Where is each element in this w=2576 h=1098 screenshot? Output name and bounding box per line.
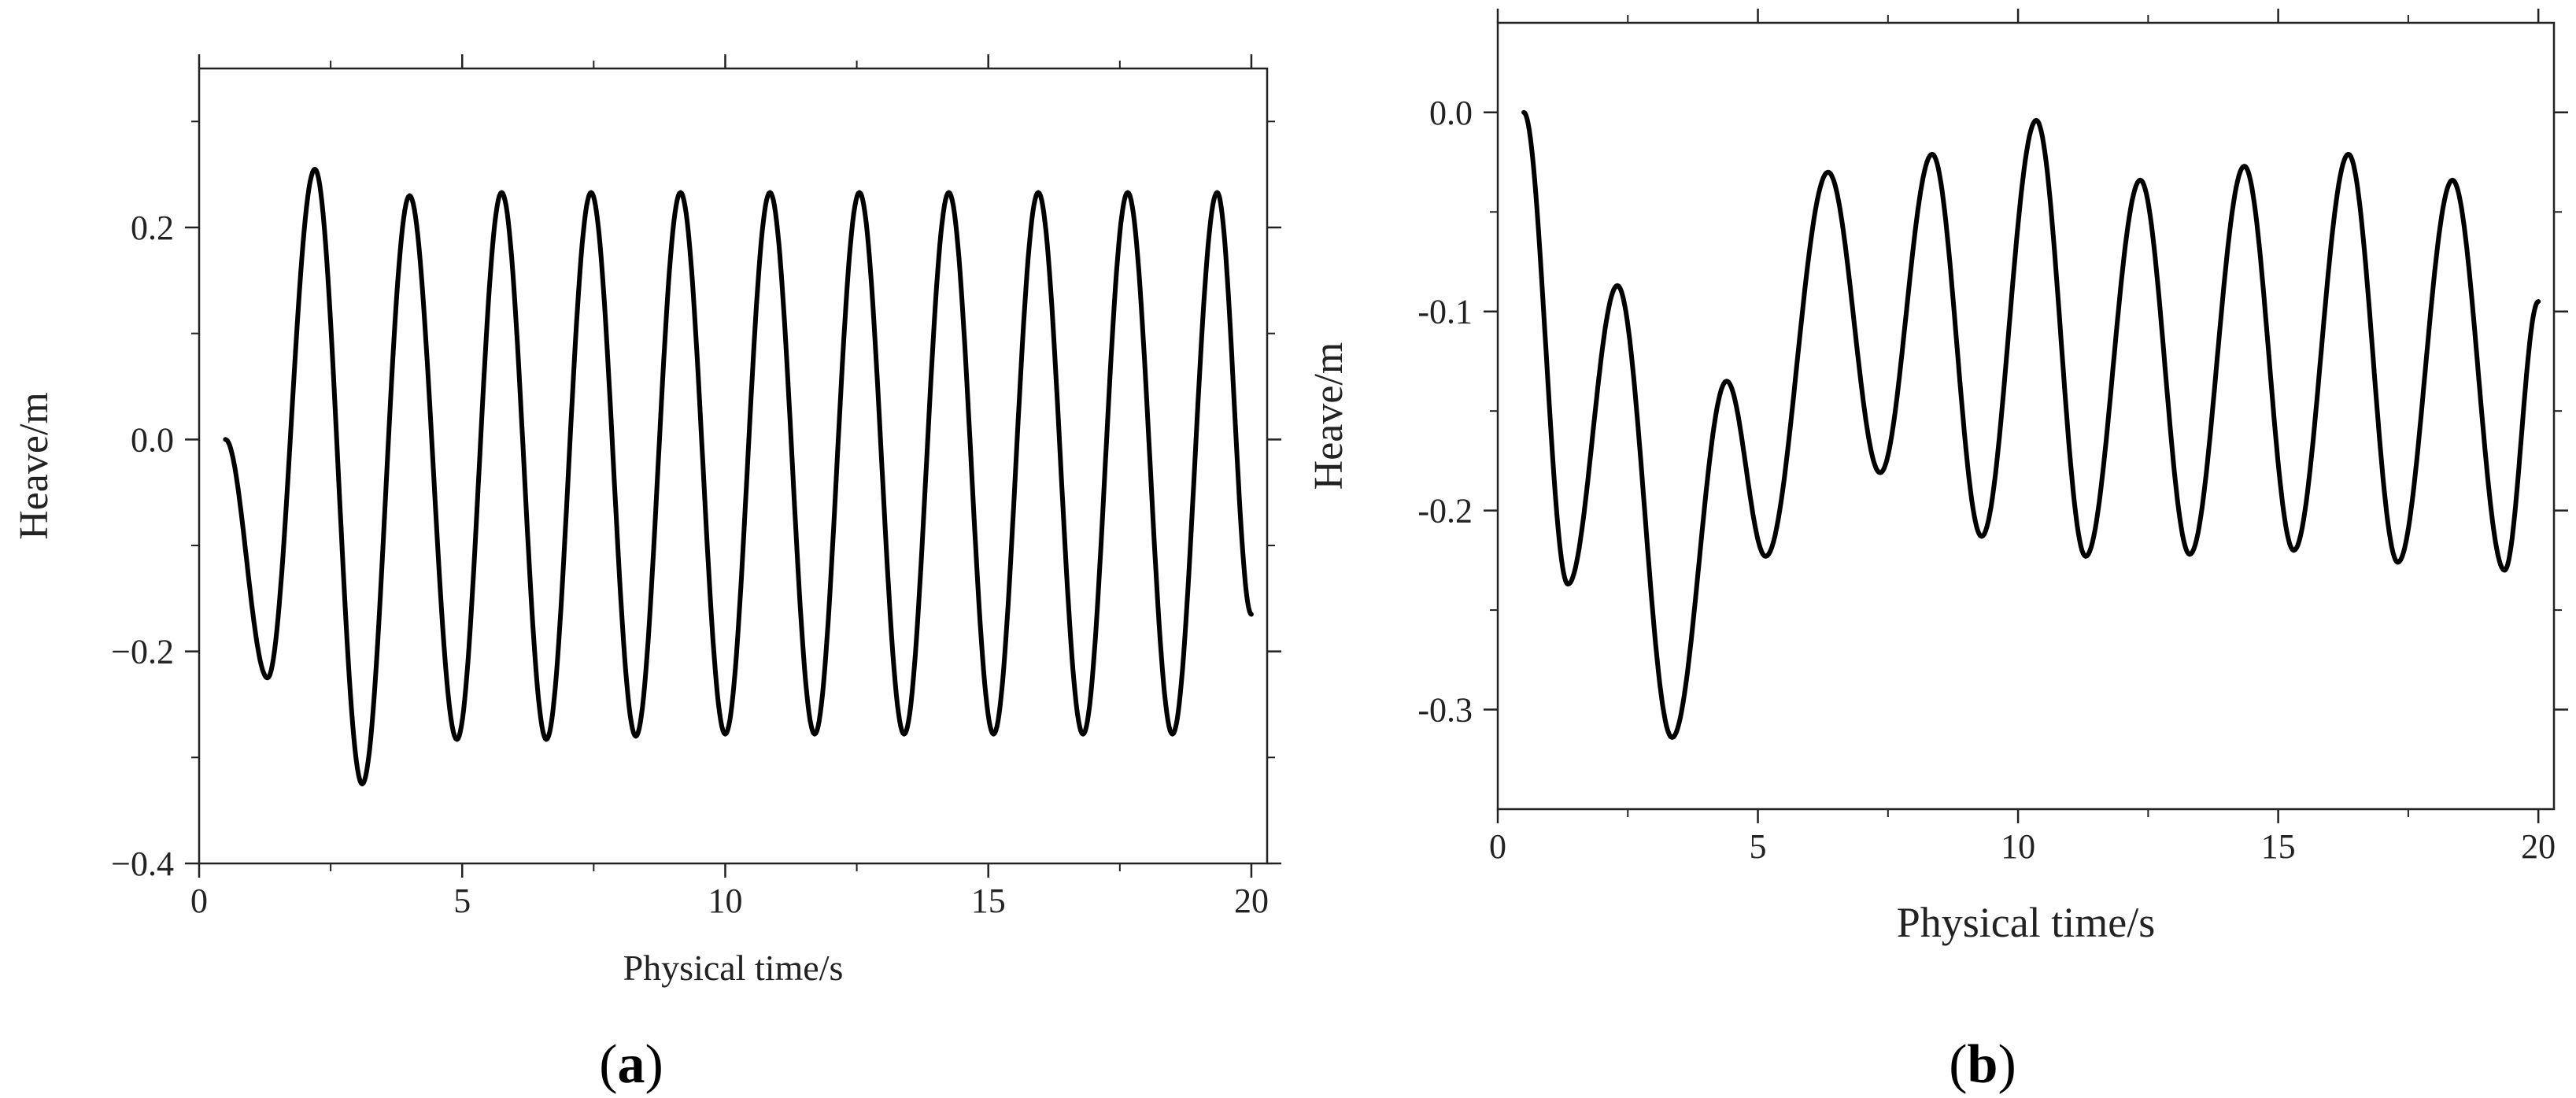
panel-a-heave-series-line bbox=[223, 166, 1254, 786]
panel-b-y-tick-label: -0.3 bbox=[1417, 691, 1473, 730]
panel-b-x-tick-label: 5 bbox=[1750, 827, 1767, 866]
panel-b-y-tick-label: -0.2 bbox=[1417, 492, 1473, 531]
panel-b-x-axis-title: Physical time/s bbox=[1897, 899, 2155, 946]
panel-b-y-axis-title: Heave/m bbox=[1306, 342, 1351, 490]
panel-b-x-tick-label: 0 bbox=[1489, 827, 1506, 866]
panel-a-x-tick-label: 20 bbox=[1234, 882, 1269, 920]
panel-b-y-tick-label: 0.0 bbox=[1429, 94, 1473, 132]
panel-b-heave-series-line bbox=[1521, 109, 2541, 740]
panel-a-plot-frame bbox=[198, 67, 1269, 865]
panel-a-panel-label: (a) bbox=[599, 1034, 663, 1095]
panel-b-y-tick-label: -0.1 bbox=[1417, 293, 1473, 331]
panel-a-y-tick-label: −0.2 bbox=[111, 633, 174, 671]
panel-a-y-tick-label: −0.4 bbox=[111, 845, 174, 883]
panel-b-x-tick-label: 10 bbox=[2001, 827, 2035, 866]
panel-a-x-tick-label: 15 bbox=[971, 882, 1006, 920]
panel-a-x-tick-label: 5 bbox=[453, 882, 471, 920]
panel-a-y-tick-label: 0.0 bbox=[131, 420, 174, 459]
panel-a-y-axis-title: Heave/m bbox=[12, 392, 57, 540]
panel-b-plot-frame bbox=[1496, 21, 2556, 811]
panel-b-panel-label: (b) bbox=[1949, 1034, 2016, 1095]
panel-a-x-tick-label: 10 bbox=[708, 882, 742, 920]
panel-a-y-tick-label: 0.2 bbox=[131, 209, 174, 247]
panel-a-x-axis-title: Physical time/s bbox=[623, 948, 844, 988]
panel-b-x-tick-label: 20 bbox=[2521, 827, 2556, 866]
panel-a-x-tick-label: 0 bbox=[190, 882, 208, 920]
panel-b-x-tick-label: 15 bbox=[2261, 827, 2296, 866]
